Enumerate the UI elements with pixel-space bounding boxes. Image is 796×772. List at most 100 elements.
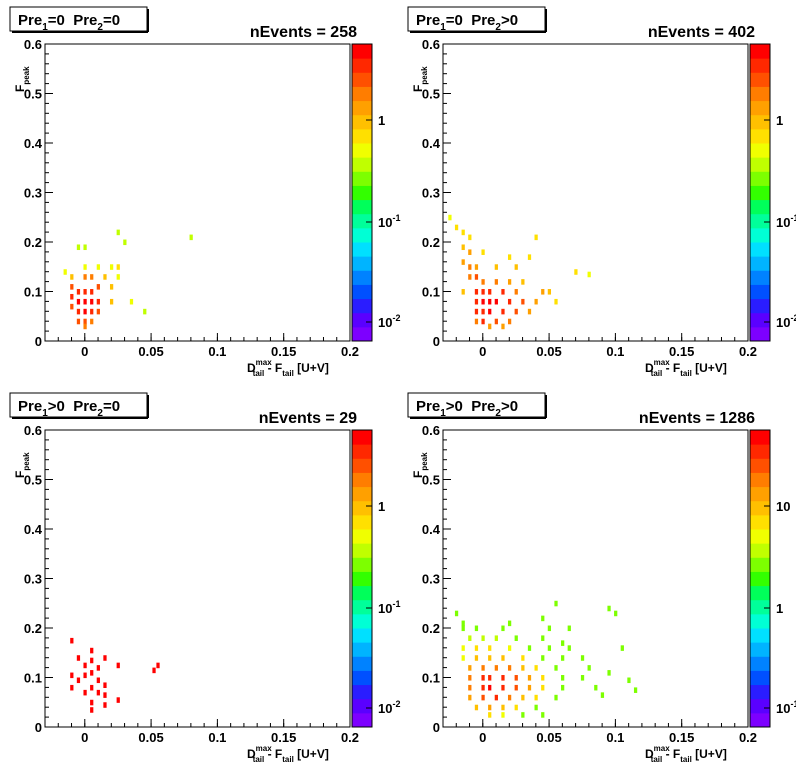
heatmap-cell — [96, 298, 100, 305]
y-tick-label: 0.5 — [24, 87, 42, 102]
color-bar-segment — [352, 571, 372, 587]
heatmap-cell — [70, 303, 74, 310]
y-tick-label: 0.3 — [24, 186, 42, 201]
heatmap-cell — [83, 264, 87, 270]
y-axis-title: Fpeak — [411, 452, 429, 478]
heatmap-cell — [541, 289, 545, 295]
heatmap-cell — [501, 655, 505, 661]
heatmap-cell — [76, 244, 81, 251]
heatmap-cell — [534, 298, 538, 305]
x-tick-label: 0.1 — [208, 730, 226, 745]
heatmap-cell — [587, 271, 591, 278]
heatmap-cell — [189, 234, 193, 241]
heatmap-cell — [83, 318, 87, 325]
heatmap-cell — [494, 264, 498, 270]
color-bar-segment — [750, 628, 770, 643]
y-tick-label: 0.1 — [24, 671, 42, 686]
color-bar-segment — [750, 312, 770, 328]
color-bar-segment — [352, 712, 372, 728]
heatmap-cell — [83, 298, 87, 305]
heatmap-cell — [600, 692, 605, 698]
color-bar-segment — [352, 128, 372, 144]
heatmap-cell — [83, 274, 87, 280]
heatmap-cell — [90, 318, 94, 325]
y-tick-label: 0.2 — [24, 621, 42, 636]
heatmap-cell — [507, 318, 512, 325]
x-tick-label: 0.1 — [606, 344, 624, 359]
y-tick-label: 0.3 — [422, 572, 440, 587]
panel-title-box: Pre1>0 Pre2>0 — [407, 392, 547, 419]
heatmap-cell — [514, 684, 518, 691]
y-tick-label: 0 — [35, 720, 42, 735]
heatmap-cell — [468, 274, 472, 280]
heatmap-cell — [468, 665, 472, 671]
heatmap-cell — [514, 308, 518, 315]
heatmap-cell — [468, 264, 472, 270]
heatmap-cell — [501, 289, 505, 295]
heatmap-cell — [534, 704, 538, 711]
color-bar-segment — [352, 298, 372, 314]
heatmap-cells — [448, 214, 591, 330]
color-bar-segment — [750, 199, 770, 215]
heatmap-cell — [474, 645, 479, 651]
heatmap-cell — [96, 308, 100, 315]
heatmap-cell — [527, 308, 532, 315]
heatmap-cell — [156, 662, 160, 669]
color-bar-segment — [750, 585, 770, 601]
heatmap-cell — [454, 610, 459, 617]
x-tick-label: 0.05 — [536, 730, 561, 745]
x-tick-label: 0.1 — [606, 730, 624, 745]
color-bar-segment — [352, 157, 372, 172]
heatmap-cell — [103, 682, 107, 688]
heatmap-cell — [547, 625, 552, 632]
heatmap-cell — [70, 672, 74, 679]
heatmap-cell — [488, 298, 492, 305]
y-tick-label: 0.3 — [24, 572, 42, 587]
color-bar-segment — [750, 242, 770, 257]
heatmap-cell — [633, 687, 638, 693]
heatmap-cell — [63, 269, 67, 275]
heatmap-cell — [76, 289, 81, 295]
heatmap-cell — [501, 684, 505, 691]
color-bar-segment — [352, 628, 372, 643]
heatmap-cell — [501, 308, 505, 315]
x-tick-label: 0.15 — [669, 730, 694, 745]
heatmap-cells — [70, 637, 160, 713]
heatmap-cell — [461, 655, 465, 661]
heatmap-cell — [96, 677, 100, 684]
heatmap-cell — [547, 289, 552, 295]
y-tick-label: 0.1 — [422, 285, 440, 300]
heatmap-cell — [152, 667, 156, 674]
y-tick-label: 0 — [35, 334, 42, 349]
heatmap-cell — [514, 704, 518, 711]
heatmap-cell — [468, 675, 472, 681]
y-tick-label: 0.6 — [24, 37, 42, 52]
heatmap-cell — [501, 704, 505, 711]
heatmap-cell — [507, 620, 512, 627]
heatmap-cell — [580, 655, 585, 661]
heatmap-cell — [116, 662, 120, 669]
heatmap-cell — [587, 665, 591, 671]
color-bar-segment — [352, 444, 372, 459]
color-bar-segment — [750, 44, 770, 59]
heatmap-cell — [481, 249, 485, 255]
heatmap-cell — [76, 298, 81, 305]
heatmap-cell — [481, 279, 485, 285]
heatmap-cell — [541, 635, 545, 641]
heatmap-cell — [83, 244, 87, 251]
heatmap-cell — [527, 684, 532, 691]
color-bar-segment — [352, 656, 372, 671]
color-bar-segment — [750, 543, 770, 558]
heatmap-cell — [521, 655, 525, 661]
heatmap-cell — [501, 675, 505, 681]
color-bar-label: 10-1 — [378, 599, 400, 616]
heatmap-cell — [96, 284, 100, 290]
color-bar-segment — [750, 256, 770, 271]
heatmap-cell — [488, 684, 492, 691]
heatmap-cell — [123, 239, 127, 246]
heatmap-cell — [488, 308, 492, 315]
x-tick-label: 0.2 — [341, 344, 359, 359]
heatmap-cell — [534, 665, 538, 671]
color-bar-segment — [750, 86, 770, 102]
color-bar-segment — [352, 698, 372, 714]
